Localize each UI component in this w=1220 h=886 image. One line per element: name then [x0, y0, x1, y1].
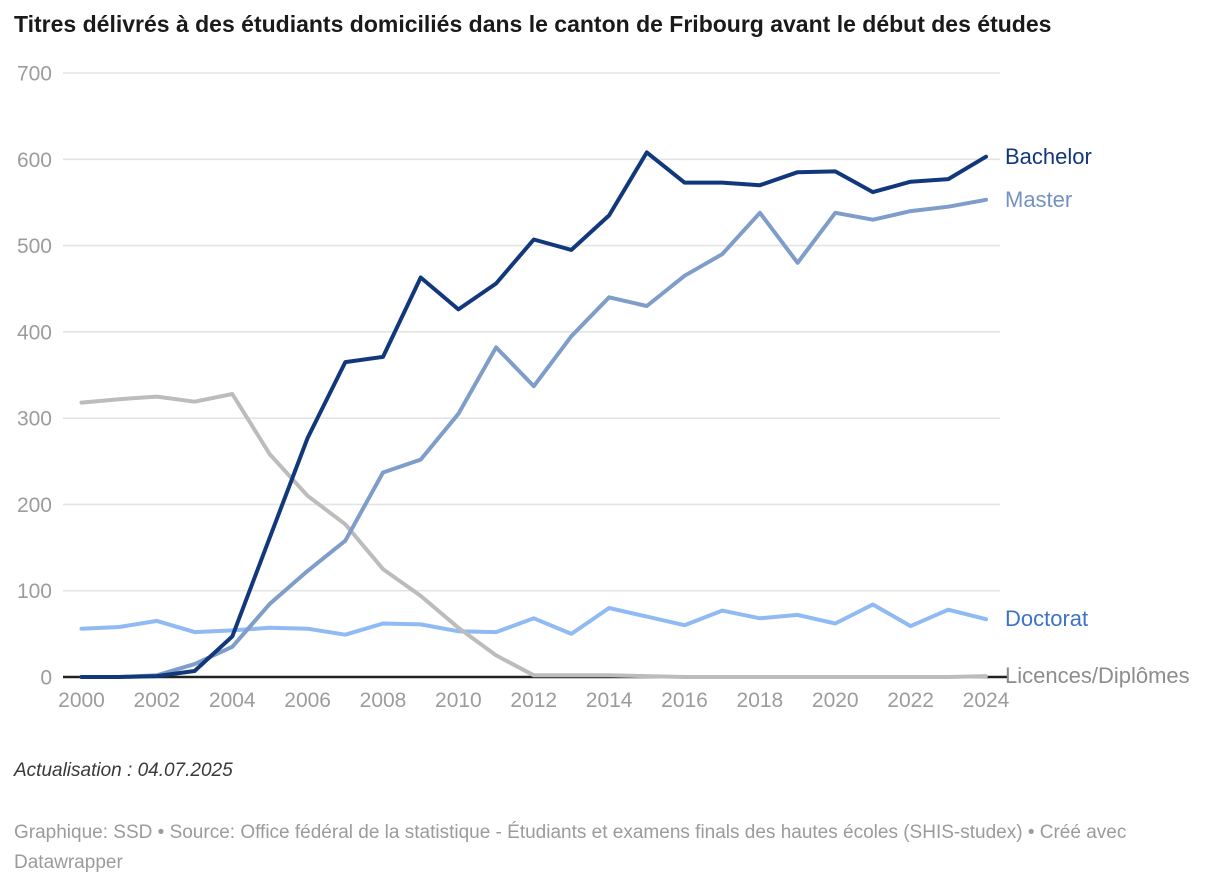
x-tick-label: 2018: [737, 689, 784, 712]
x-tick-label: 2000: [58, 689, 105, 712]
y-tick-label: 500: [17, 235, 52, 258]
y-tick-label: 0: [40, 667, 52, 690]
series-line-licences-dipl-mes: [79, 392, 988, 679]
x-tick-label: 2022: [887, 689, 934, 712]
series-label-licences-dipl-mes: Licences/Diplômes: [1005, 663, 1190, 689]
series-line-doctorat: [79, 602, 988, 637]
series-label-master: Master: [1005, 186, 1073, 212]
x-tick-label: 2004: [209, 689, 256, 712]
y-tick-label: 700: [17, 63, 52, 86]
x-tick-label: 2016: [661, 689, 708, 712]
chart-title: Titres délivrés à des étudiants domicili…: [14, 11, 1052, 37]
x-tick-label: 2008: [360, 689, 407, 712]
series-line-bachelor: [79, 150, 988, 679]
chart-source: Graphique: SSD • Source: Office fédéral …: [14, 822, 1127, 873]
y-tick-label: 400: [17, 321, 52, 344]
x-tick-label: 2020: [812, 689, 859, 712]
x-tick-label: 2014: [586, 689, 633, 712]
x-tick-label: 2012: [510, 689, 557, 712]
x-tick-label: 2010: [435, 689, 482, 712]
x-tick-label: 2006: [284, 689, 331, 712]
series-label-doctorat: Doctorat: [1005, 606, 1089, 632]
chart-notes: Actualisation : 04.07.2025: [14, 760, 233, 781]
series-label-bachelor: Bachelor: [1005, 143, 1092, 169]
x-tick-label: 2002: [134, 689, 181, 712]
series-line-master: [79, 197, 988, 679]
y-tick-label: 200: [17, 494, 52, 517]
y-tick-label: 300: [17, 408, 52, 431]
y-tick-label: 600: [17, 149, 52, 172]
y-tick-label: 100: [17, 580, 52, 603]
line-chart: 0 100 200 300 400 500 600 700 2000 2002 2004 2006 20…: [17, 63, 1010, 713]
x-tick-label: 2024: [963, 689, 1010, 712]
